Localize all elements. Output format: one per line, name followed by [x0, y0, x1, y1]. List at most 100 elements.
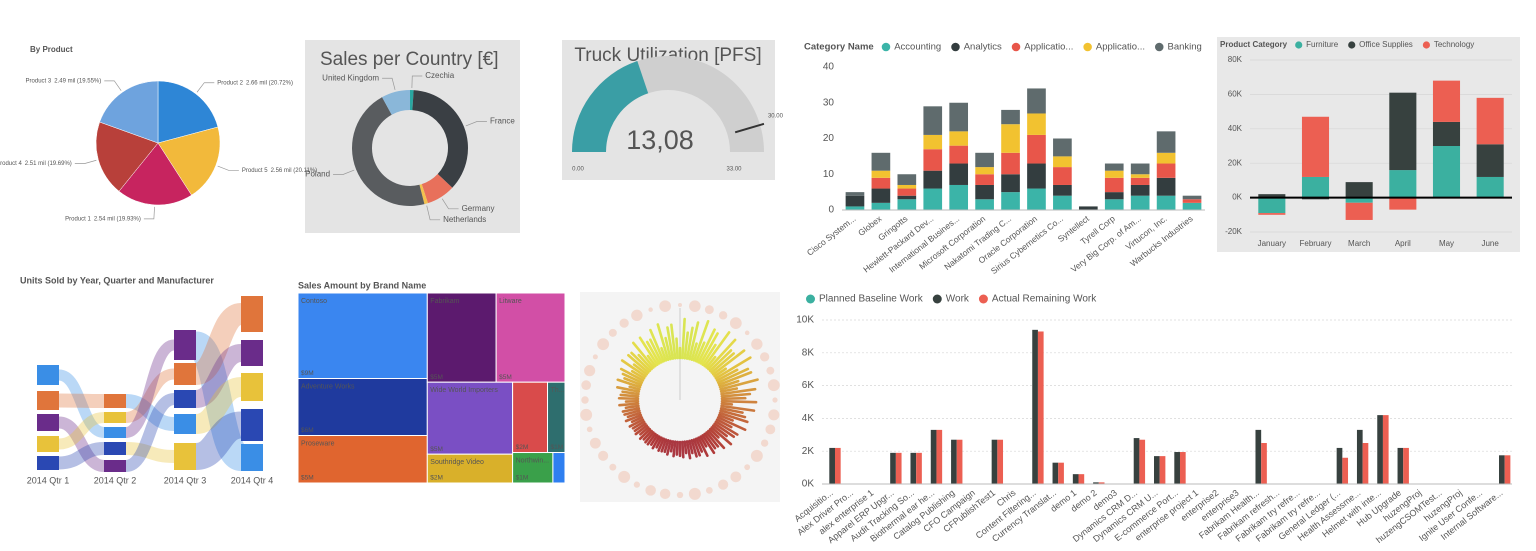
sankey-link	[124, 339, 176, 438]
treemap-tile	[297, 378, 428, 436]
bar-segment	[1130, 163, 1150, 175]
legend-label: Work	[946, 294, 970, 305]
radial-bubble	[608, 328, 617, 337]
value-label: 2.66 mil (20.72%)	[246, 80, 293, 86]
radial-petal	[715, 418, 733, 429]
bar-segment	[897, 174, 917, 185]
legend-swatch	[951, 42, 960, 52]
radial-bubble	[759, 352, 770, 362]
value-label: $5M	[430, 446, 443, 453]
radial-petal	[618, 402, 640, 407]
leader-line	[465, 121, 487, 127]
bar	[930, 429, 937, 484]
bar-segment	[1130, 184, 1150, 196]
radial-petal	[621, 407, 641, 413]
y-tick-label: 60K	[1228, 90, 1243, 99]
bar-segment	[1078, 206, 1098, 210]
sankey-link	[125, 368, 175, 423]
radial-bubble	[704, 305, 714, 315]
gauge-value	[572, 61, 649, 152]
radial-petal	[619, 367, 645, 382]
gauge-min-label: 0.00	[572, 167, 584, 173]
bar	[1139, 439, 1146, 484]
bar-segment	[923, 134, 943, 150]
bar-segment	[1001, 124, 1020, 153]
legend-swatch	[1083, 42, 1092, 52]
legend-swatch	[1422, 41, 1431, 49]
radial-petal	[720, 402, 734, 406]
radial-petal	[624, 413, 643, 423]
bar-segment	[1156, 152, 1176, 164]
leader-line	[441, 198, 459, 210]
y-tick-label: 2K	[802, 446, 815, 457]
radial-petal	[710, 426, 733, 446]
slice	[157, 126, 221, 196]
legend-title: Product Category	[1220, 40, 1288, 49]
bar	[1037, 331, 1044, 484]
bar-segment	[1156, 195, 1176, 210]
bar-segment	[871, 170, 891, 178]
radial-petal	[675, 440, 679, 456]
bar-segment	[1130, 174, 1150, 178]
radial-bubble	[645, 485, 656, 496]
bar-segment	[897, 195, 917, 200]
sankey-link	[125, 442, 175, 463]
radial-petal	[638, 336, 659, 366]
radial-petal	[670, 323, 677, 360]
value-label: $5M	[301, 475, 314, 482]
bar-segment	[1476, 97, 1504, 145]
radial-bubble	[676, 491, 684, 499]
bar-segment	[1053, 167, 1072, 185]
treemap-tile	[426, 292, 497, 383]
radial-petal	[717, 371, 753, 387]
radial-petal	[716, 416, 747, 432]
bar-segment	[949, 145, 969, 164]
radial-petal	[616, 386, 641, 393]
bar	[1382, 415, 1389, 484]
radial-petal	[660, 346, 668, 362]
leader-line	[143, 206, 155, 220]
value-label: 2.49 mil (19.55%)	[54, 78, 101, 84]
radial-petal	[699, 435, 708, 448]
bar-segment	[1027, 113, 1046, 135]
radial-petal	[692, 319, 710, 362]
radial-petal	[711, 424, 728, 438]
value-label: $9M	[301, 370, 314, 377]
bar-segment	[923, 170, 943, 189]
y-tick-label: 30	[823, 97, 835, 108]
radial-petal	[695, 341, 706, 363]
radial-petal	[703, 331, 731, 368]
sankey-node	[37, 436, 59, 452]
bar	[1362, 443, 1369, 484]
radial-bubble	[750, 449, 763, 462]
bar	[1504, 455, 1511, 484]
radial-bubble	[598, 450, 609, 461]
bar-segment	[923, 149, 943, 171]
bar-segment	[975, 199, 994, 210]
radial-bubble	[689, 300, 701, 312]
bar-segment	[871, 177, 891, 189]
leader-line	[426, 205, 441, 221]
sankey-node	[174, 330, 196, 360]
sankey-link	[57, 369, 106, 438]
bar-segment	[1432, 121, 1461, 146]
slice	[157, 80, 219, 144]
y-tick-label: 40	[823, 62, 835, 73]
legend-title: Category Name	[804, 42, 874, 53]
legend-label: Analytics	[964, 42, 1002, 53]
slice	[351, 97, 425, 206]
radial-bubble	[730, 471, 742, 483]
radial-petal	[690, 438, 698, 458]
radial-petal	[631, 420, 646, 430]
y-tick-label: 10	[823, 169, 835, 180]
bar-segment	[1432, 146, 1461, 198]
radial-bubble	[678, 303, 682, 307]
treemap-tile	[297, 435, 428, 484]
leader-line	[333, 169, 355, 175]
gauge-target	[734, 122, 765, 134]
radial-petal	[646, 354, 657, 368]
chart-title: Units Sold by Year, Quarter and Manufact…	[20, 275, 214, 285]
radial-petal	[621, 372, 644, 384]
bar-segment	[1001, 152, 1020, 175]
radial-bubble	[767, 379, 780, 392]
